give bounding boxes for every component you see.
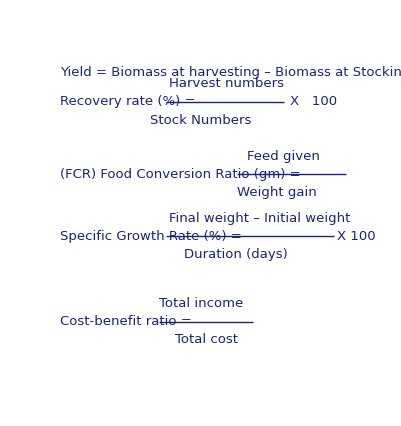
Text: Final weight – Initial weight: Final weight – Initial weight [168, 212, 349, 225]
Text: Yield = Biomass at harvesting – Biomass at Stocking: Yield = Biomass at harvesting – Biomass … [59, 66, 401, 79]
Text: Feed given: Feed given [246, 150, 319, 163]
Text: Cost-benefit ratio =: Cost-benefit ratio = [59, 315, 191, 328]
Text: Weight gain: Weight gain [237, 186, 316, 199]
Text: X 100: X 100 [336, 230, 375, 243]
Text: Duration (days): Duration (days) [184, 248, 287, 261]
Text: Stock Numbers: Stock Numbers [150, 113, 251, 127]
Text: Total income: Total income [159, 297, 243, 310]
Text: Harvest numbers: Harvest numbers [168, 78, 283, 90]
Text: X   100: X 100 [290, 95, 336, 109]
Text: Total cost: Total cost [174, 333, 237, 346]
Text: (FCR) Food Conversion Ratio (gm) =: (FCR) Food Conversion Ratio (gm) = [59, 167, 300, 181]
Text: Recovery rate (%) =: Recovery rate (%) = [59, 95, 194, 109]
Text: Specific Growth Rate (%) =: Specific Growth Rate (%) = [59, 230, 241, 243]
